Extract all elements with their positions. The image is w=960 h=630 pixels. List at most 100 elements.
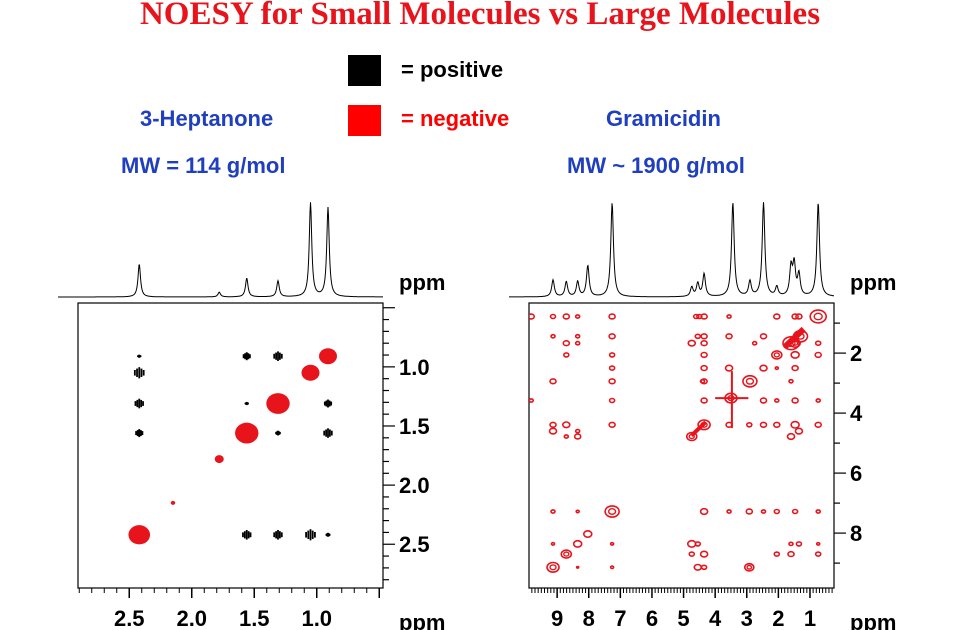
contour-ring: [693, 563, 703, 571]
contour-ring: [608, 365, 616, 371]
contour-ring: [796, 332, 805, 340]
contour-ring: [726, 314, 732, 319]
cross-peak-negative: [700, 333, 708, 340]
cross-peak-negative: [774, 366, 780, 371]
cross-peak-negative: [549, 313, 557, 320]
cross-peak-positive: [134, 398, 144, 409]
cross-peak-negative: [700, 313, 708, 320]
cross-peak-negative: [760, 509, 767, 514]
cross-peak-negative: [745, 508, 754, 515]
contour-ring: [572, 539, 583, 548]
cross-peak-positive: [273, 351, 283, 362]
cross-peak-negative: [562, 313, 571, 320]
ppm-label-top: ppm: [850, 270, 896, 295]
diagonal-peak-negative: [319, 348, 337, 365]
contour-ring: [609, 541, 615, 546]
cross-peak-negative: [809, 309, 827, 324]
contour-ring: [773, 551, 781, 557]
cross-peak-negative: [759, 333, 768, 340]
right-compound-name: Gramicidin: [606, 106, 721, 131]
cross-peak-negative: [791, 364, 799, 372]
cross-peak-negative: [548, 427, 558, 435]
contour-ring: [815, 398, 821, 403]
cross-peak-negative: [770, 350, 783, 360]
contour-ring: [688, 433, 695, 440]
contour-ring: [791, 364, 799, 372]
contour-ring: [604, 505, 620, 518]
contour-ring: [700, 313, 708, 320]
y-tick-label: 1.5: [399, 414, 430, 439]
contour-ring: [788, 541, 794, 547]
y-tick-label: 2: [850, 341, 862, 366]
contour-ring: [563, 434, 570, 439]
cross-peak-negative: [549, 421, 557, 428]
contour-ring: [791, 397, 799, 404]
cross-peak-negative: [574, 333, 581, 339]
diagonal-peak-negative: [266, 393, 290, 414]
plot-frame: [528, 302, 835, 589]
y-tick-label: 2.5: [399, 532, 430, 557]
contour-ring: [575, 565, 580, 569]
contour-ring: [700, 564, 708, 571]
x-tick-label: 4: [709, 606, 722, 630]
cross-peak-negative: [743, 562, 755, 572]
contour-ring: [574, 314, 581, 319]
contour-ring: [685, 431, 698, 442]
contour-ring: [549, 564, 557, 571]
contour-ring: [746, 564, 753, 570]
page-title: NOESY for Small Molecules vs Large Molec…: [139, 0, 821, 32]
cross-peak-negative: [697, 419, 711, 431]
contour-ring: [815, 541, 821, 546]
contour-ring: [574, 333, 581, 339]
contour-ring: [774, 366, 780, 371]
contour-ring: [773, 508, 781, 515]
contour-ring: [759, 397, 768, 404]
cross-peak-negative: [608, 333, 616, 340]
cross-peak-negative: [546, 561, 560, 573]
contour-ring: [562, 340, 571, 347]
contour-ring: [772, 313, 781, 320]
contour-ring: [697, 419, 711, 431]
contour-ring: [789, 338, 801, 349]
cross-peak-negative: [574, 314, 581, 319]
cross-peak-positive: [323, 399, 333, 408]
legend-label-positive: = positive: [401, 57, 504, 82]
x-tick-label: 8: [583, 606, 595, 630]
contour-ring: [700, 397, 708, 404]
cross-peak-negative: [604, 505, 620, 518]
cross-peak-negative: [700, 397, 708, 404]
contour-ring: [726, 509, 732, 514]
contour-ring: [700, 340, 708, 347]
cross-peak-negative: [815, 398, 821, 403]
cross-peak-positive: [275, 430, 281, 436]
contour-ring: [549, 378, 557, 385]
diagonal-peak-negative: [128, 525, 151, 545]
cross-peak-negative: [788, 541, 794, 547]
contour-ring: [609, 565, 615, 570]
contour-ring: [787, 550, 795, 558]
right-molecular-weight: MW ~ 1900 g/mol: [567, 153, 745, 178]
contour-ring: [608, 397, 616, 404]
cross-peak-negative: [772, 421, 781, 428]
cross-peak-negative: [814, 551, 822, 557]
contour-ring: [529, 398, 535, 403]
peaks: [529, 309, 827, 573]
contour-ring: [759, 364, 768, 372]
y-tick-label: 1.0: [399, 355, 430, 380]
cross-peak-negative: [814, 351, 822, 359]
cross-peak-negative: [700, 340, 708, 347]
cross-peak-negative: [563, 434, 570, 439]
contour-ring: [809, 309, 827, 324]
plot-heptanone: 2.5 2.0 1.5 1.0 1.0 1.5 2.0 2.5 ppm ppm: [58, 202, 445, 630]
cross-peak-negative: [725, 421, 733, 428]
contour-ring: [688, 551, 696, 557]
x-tick-label: 2.5: [114, 606, 145, 630]
cross-peak-negative: [699, 550, 709, 558]
contour-ring: [550, 541, 556, 546]
x-tick-label: 6: [646, 606, 658, 630]
diagonal-peak-negative: [301, 364, 320, 381]
cross-peak-negative: [790, 350, 800, 359]
cross-peak-negative: [608, 421, 616, 428]
contour-ring: [548, 427, 558, 435]
